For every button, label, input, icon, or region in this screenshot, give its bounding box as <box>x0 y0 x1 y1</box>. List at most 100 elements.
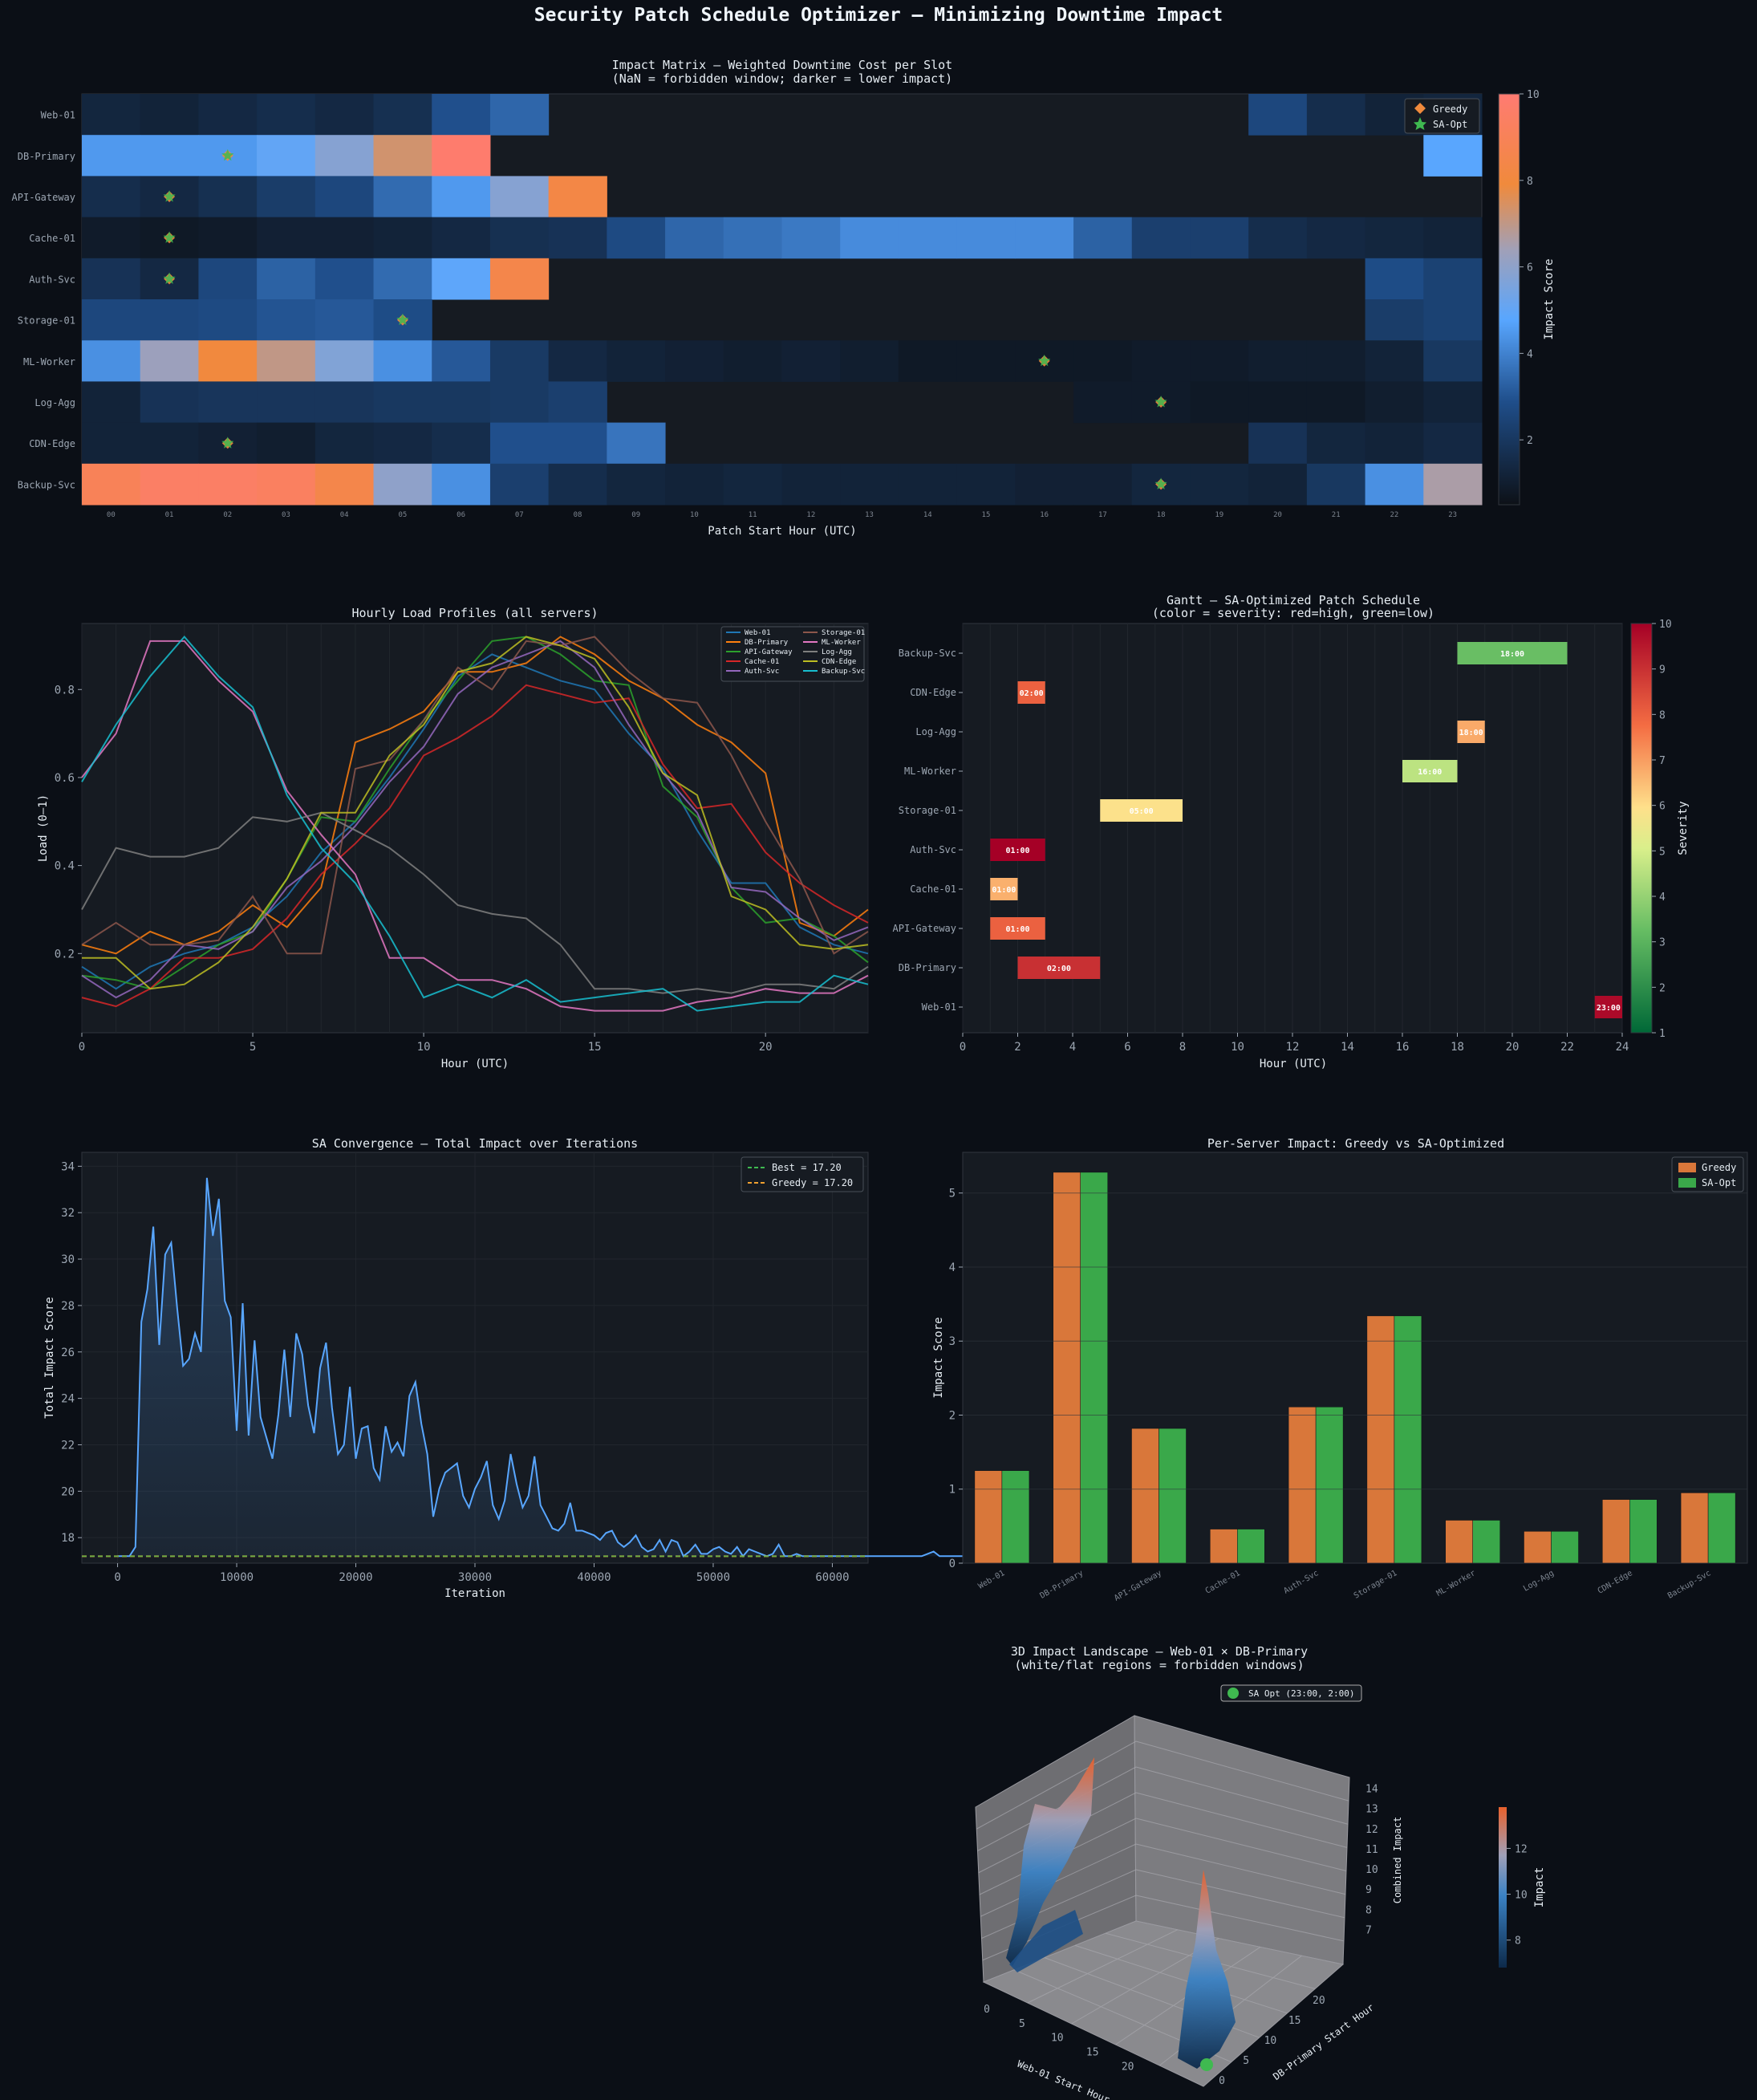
heatmap-cell <box>432 422 491 465</box>
grid-line <box>976 1741 1137 1830</box>
heatmap-cell <box>373 258 432 300</box>
heatmap-cell <box>1365 340 1424 382</box>
x-tick-label: 0 <box>114 1571 120 1584</box>
load-legend-label: Backup-Svc <box>822 668 865 676</box>
heatmap-cell <box>432 381 491 424</box>
x-tick-label: 15 <box>588 1041 602 1054</box>
gantt-bar-label: 01:00 <box>992 886 1016 895</box>
x-tick-label: 20000 <box>339 1571 372 1584</box>
sa-opt-marker <box>163 190 176 202</box>
heatmap-cell <box>840 217 899 259</box>
y-tick-label: 20 <box>61 1485 75 1498</box>
heatmap-cell <box>1073 463 1133 506</box>
load-legend-label: DB-Primary <box>745 639 789 647</box>
bars-legend-sa-swatch <box>1678 1178 1696 1188</box>
heatmap-cell <box>723 217 782 259</box>
colorbar-tick-label: 5 <box>1659 846 1666 858</box>
heatmap-cell <box>257 176 316 218</box>
gantt-row-label: Cache-01 <box>910 883 956 895</box>
heatmap-cell <box>198 176 258 218</box>
heatmap-cell <box>432 135 491 177</box>
surf-ridge-web01 <box>1006 1757 1094 1966</box>
grid-line <box>1135 1792 1348 1848</box>
gantt-bar <box>1457 642 1568 664</box>
x-tick-label: 20 <box>1506 1041 1520 1054</box>
colorbar-tick-label: 10 <box>1659 619 1672 631</box>
heatmap-cell <box>1306 422 1366 465</box>
heatmap-cell <box>1423 217 1483 259</box>
grid-line <box>977 1766 1137 1851</box>
gantt-bar <box>990 878 1018 900</box>
surf-z-tick: 9 <box>1365 1884 1372 1896</box>
heatmap-cell <box>314 340 375 382</box>
impact-colorbar: 2 4 6 8 10 Impact Score <box>1498 89 1556 506</box>
heatmap-cell <box>489 463 550 506</box>
gantt-bar <box>1100 799 1183 822</box>
heatmap-cell <box>1248 422 1308 465</box>
grid-line <box>980 1843 1137 1917</box>
heatmap-cell <box>1306 94 1366 136</box>
heatmap-cell <box>432 258 491 300</box>
heatmap-x-tick: 02 <box>223 511 232 519</box>
colorbar-tick-label: 2 <box>1527 435 1533 447</box>
heatmap-legend: Greedy SA-Opt <box>1404 98 1480 134</box>
heatmap-cell <box>373 135 432 177</box>
bar-sa-opt <box>1237 1529 1265 1564</box>
bars-category-label: Auth-Svc <box>1282 1569 1320 1596</box>
heatmap-cell <box>198 94 258 136</box>
convergence-area <box>117 1177 1238 1557</box>
heatmap-cell <box>140 299 199 341</box>
bars-ylabel: Impact Score <box>932 1317 945 1398</box>
heatmap-cell <box>607 217 666 259</box>
bar-greedy <box>1210 1529 1238 1564</box>
bar-greedy <box>1366 1315 1395 1564</box>
surf-z-tick: 11 <box>1365 1844 1378 1856</box>
heatmap-x-tick: 21 <box>1332 511 1341 519</box>
legend-sa-label: SA-Opt <box>1433 119 1467 130</box>
bars-legend-greedy-swatch <box>1678 1163 1696 1172</box>
y-tick-label: 5 <box>949 1188 956 1200</box>
heatmap-cell <box>1423 463 1483 506</box>
heatmap-cell <box>82 299 141 341</box>
colorbar-tick-label: 4 <box>1527 348 1533 360</box>
surf-y-tick: 10 <box>1264 2035 1277 2047</box>
surf-legend-label: SA Opt (23:00, 2:00) <box>1248 1688 1354 1699</box>
heatmap-cell <box>548 340 607 382</box>
surf-z-tick: 8 <box>1365 1904 1372 1916</box>
heatmap-x-tick: 11 <box>749 511 757 519</box>
grid-line <box>1074 1944 1288 2014</box>
x-tick-label: 10 <box>417 1041 431 1054</box>
gantt-row-label: Backup-Svc <box>899 648 956 659</box>
heatmap-cell <box>548 176 607 218</box>
heatmap-cell <box>314 258 375 300</box>
legend-sa-marker <box>1414 117 1426 130</box>
bar-greedy <box>1602 1499 1630 1564</box>
impact-heatmap: Impact Matrix — Weighted Downtime Cost p… <box>12 58 1556 538</box>
grid-line <box>1135 1843 1346 1895</box>
heatmap-cell <box>489 381 550 424</box>
x-tick-label: 14 <box>1341 1041 1354 1054</box>
gantt-row-label: ML-Worker <box>904 766 956 777</box>
severity-colorbar-label: Severity <box>1677 801 1690 855</box>
heatmap-x-tick: 14 <box>923 511 932 519</box>
surf-zlabel: Combined Impact <box>1392 1817 1403 1903</box>
surf-ridge-db <box>1178 1870 1236 2069</box>
gantt-bar-label: 18:00 <box>1500 650 1524 659</box>
gantt-bar <box>1017 957 1101 979</box>
y-tick-label: 0.2 <box>55 948 75 961</box>
surf-y-tick: 15 <box>1288 2015 1301 2027</box>
x-tick-label: 18 <box>1451 1041 1464 1054</box>
bars-legend-greedy: Greedy <box>1702 1162 1736 1173</box>
page-title: Security Patch Schedule Optimizer — Mini… <box>534 5 1223 26</box>
surf-x-tick: 15 <box>1086 2046 1099 2058</box>
x-tick-label: 5 <box>250 1041 256 1054</box>
heatmap-cell <box>956 340 1016 382</box>
heatmap-cell <box>1423 422 1483 465</box>
bar-greedy <box>1680 1493 1709 1564</box>
heatmap-cell <box>314 422 375 465</box>
grid-line <box>1135 1766 1349 1825</box>
load-series-ml-worker <box>81 640 869 1012</box>
heatmap-cell <box>82 176 141 218</box>
x-tick-label: 40000 <box>577 1571 611 1584</box>
